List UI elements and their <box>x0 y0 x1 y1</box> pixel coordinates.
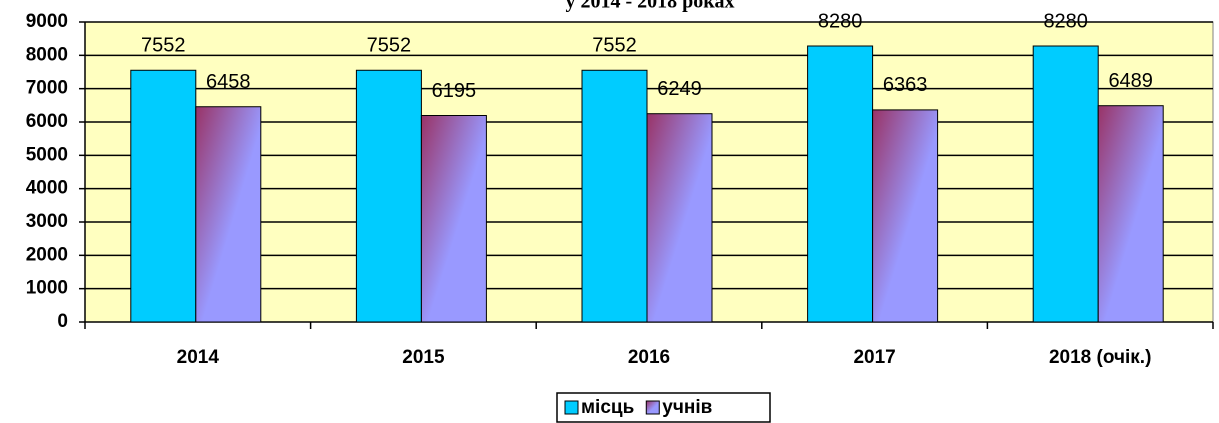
y-tick-label: 9000 <box>26 11 68 32</box>
bar <box>195 106 262 323</box>
bar <box>1097 105 1164 323</box>
y-tick-label: 7000 <box>26 78 68 99</box>
bar <box>130 69 197 323</box>
bar <box>872 109 939 323</box>
y-tick-label: 5000 <box>26 144 68 165</box>
bar <box>355 69 422 323</box>
legend-label: учнів <box>662 397 712 418</box>
x-tick-label: 2017 <box>853 347 895 368</box>
x-tick-label: 2015 <box>402 347 445 368</box>
y-tick-label: 8000 <box>26 44 68 65</box>
value-label: 7552 <box>367 35 412 57</box>
bar <box>807 45 874 323</box>
y-tick-label: 2000 <box>26 244 68 265</box>
value-label: 8280 <box>1043 10 1088 32</box>
legend-swatch <box>645 400 660 415</box>
value-label: 6489 <box>1108 70 1153 92</box>
x-tick-label: 2014 <box>177 347 220 368</box>
legend-box <box>556 392 771 423</box>
x-tick-label: 2018 (очік.) <box>1049 347 1151 368</box>
value-label: 6363 <box>883 74 928 96</box>
value-label: 7552 <box>141 35 186 57</box>
bar <box>581 69 648 323</box>
value-label: 6195 <box>432 80 477 102</box>
bar <box>1032 45 1099 323</box>
bar <box>646 113 713 323</box>
legend-label: місць <box>581 397 634 418</box>
value-label: 6249 <box>657 78 702 100</box>
y-tick-label: 4000 <box>26 178 68 199</box>
value-label: 8280 <box>818 10 863 32</box>
value-label: 7552 <box>592 35 637 57</box>
legend-swatch <box>564 400 579 415</box>
y-tick-label: 0 <box>57 311 68 332</box>
y-tick-label: 1000 <box>26 278 68 299</box>
value-label: 6458 <box>206 71 251 93</box>
x-tick-label: 2016 <box>628 347 670 368</box>
chart-title: у 2014 - 2018 роках <box>565 0 734 13</box>
bar <box>420 115 487 323</box>
y-tick-label: 6000 <box>26 111 68 132</box>
y-tick-label: 3000 <box>26 211 68 232</box>
